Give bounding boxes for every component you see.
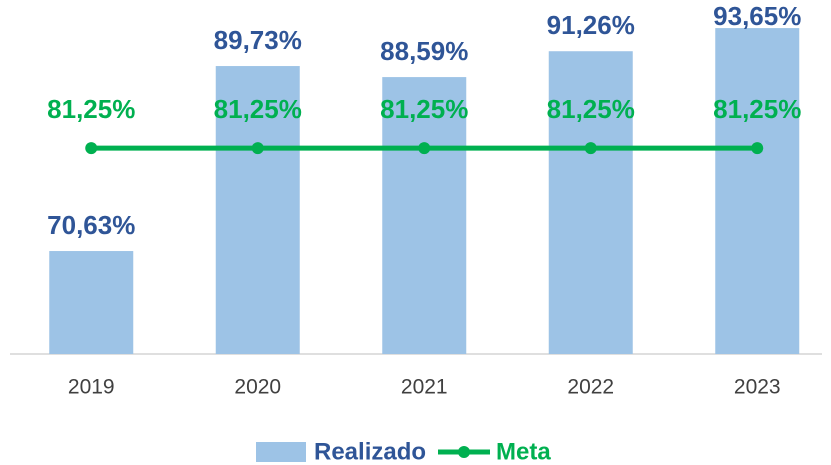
x-tick-label: 2023	[734, 376, 781, 399]
marker	[85, 142, 98, 155]
x-tick-label: 2019	[68, 376, 115, 399]
marker	[751, 142, 764, 155]
data-label: 81,25%	[214, 94, 302, 124]
data-label: 93,65%	[713, 1, 801, 31]
data-label: 81,25%	[380, 94, 468, 124]
data-label: 81,25%	[547, 94, 635, 124]
bar	[49, 251, 134, 354]
marker	[584, 142, 597, 155]
legend-swatch	[458, 446, 470, 458]
data-label: 81,25%	[47, 94, 135, 124]
data-label: 88,59%	[380, 36, 468, 66]
marker	[418, 142, 431, 155]
bar	[548, 51, 633, 354]
data-label: 89,73%	[214, 25, 302, 55]
data-label: 91,26%	[547, 10, 635, 40]
bar	[215, 66, 300, 355]
bar	[715, 28, 800, 354]
legend-swatch	[256, 442, 306, 462]
bar	[382, 77, 467, 355]
data-label: 81,25%	[713, 94, 801, 124]
marker	[251, 142, 264, 155]
x-tick-label: 2022	[567, 376, 614, 399]
data-label: 70,63%	[47, 210, 135, 240]
x-tick-label: 2020	[234, 376, 281, 399]
legend-label: Realizado	[314, 438, 426, 465]
x-tick-label: 2021	[401, 376, 448, 399]
legend-label: Meta	[496, 438, 551, 465]
